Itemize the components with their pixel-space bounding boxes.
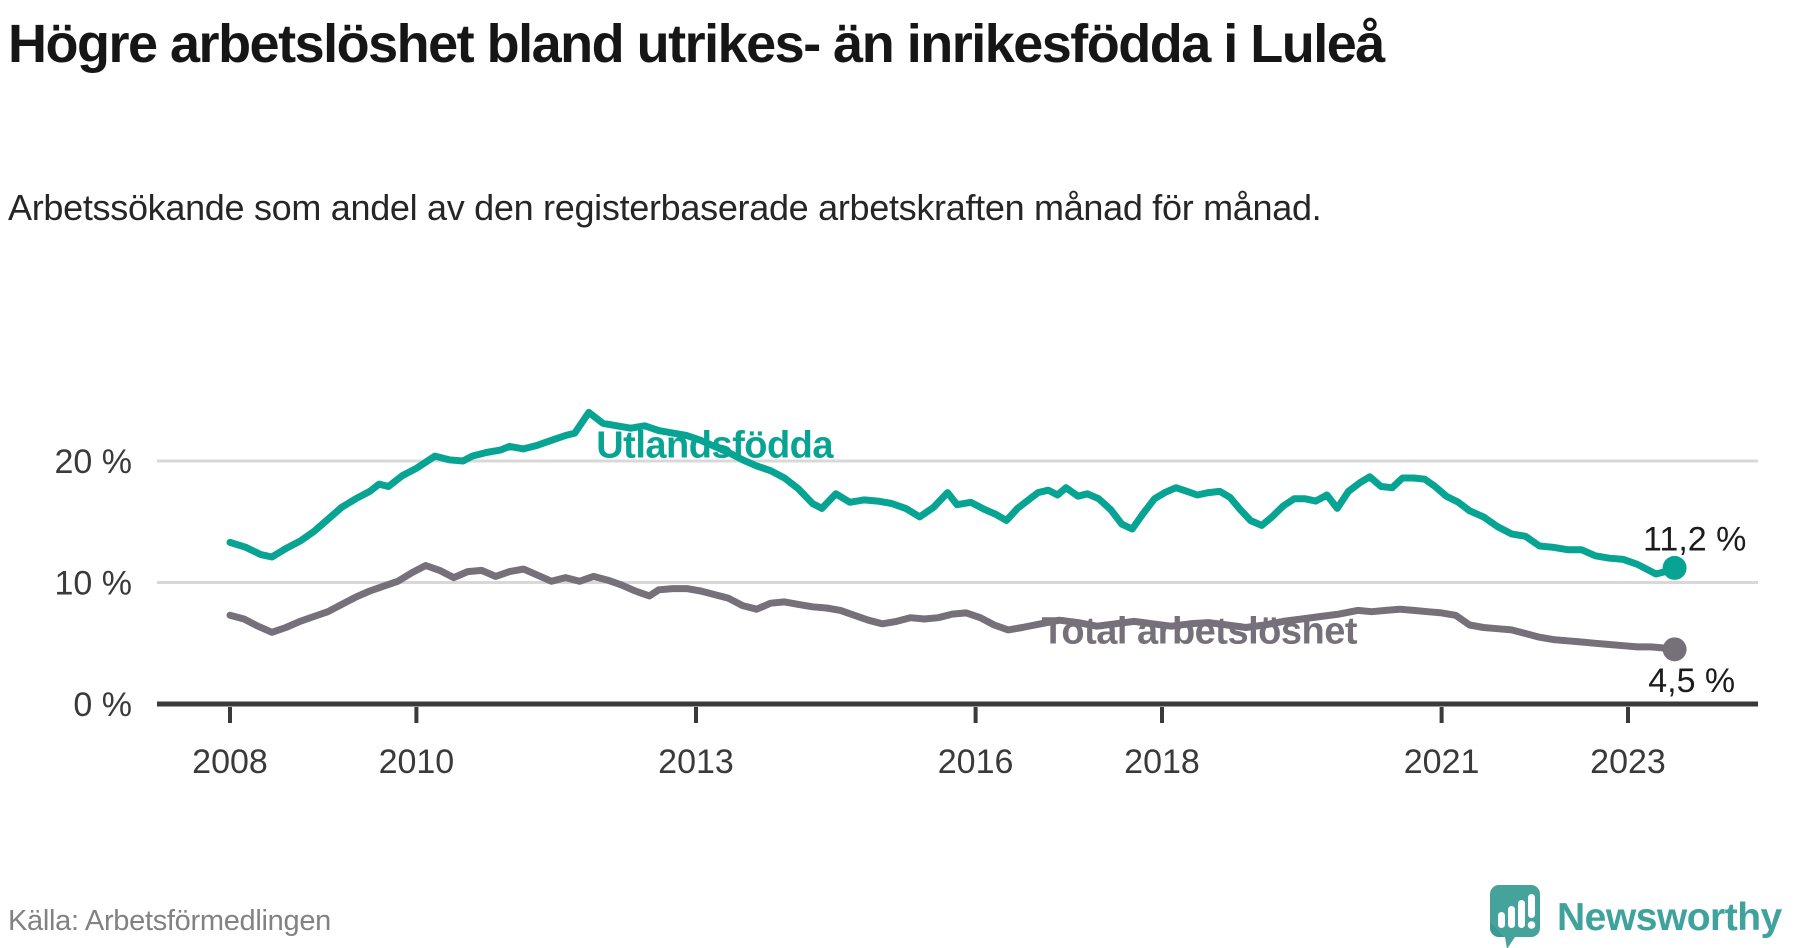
series-line-utlandsf-dda bbox=[226, 408, 1679, 578]
logo-exclamation-bar bbox=[1528, 894, 1535, 918]
page-title: Högre arbetslöshet bland utrikes- än inr… bbox=[8, 14, 1385, 74]
logo-bar-tall bbox=[1518, 900, 1525, 928]
x-tick-label: 2023 bbox=[1590, 743, 1666, 781]
series-value-label-total-arbetsl-shet: 4,5 % bbox=[1648, 662, 1735, 700]
newsworthy-logo: Newsworthy bbox=[1489, 884, 1782, 948]
x-tick-label: 2008 bbox=[192, 743, 268, 781]
x-tick-label: 2010 bbox=[379, 743, 455, 781]
logo-exclamation-dot bbox=[1527, 921, 1536, 929]
logo-bar-medium bbox=[1508, 906, 1515, 928]
y-tick-label: 10 % bbox=[55, 565, 133, 603]
series-value-label-utlandsf-dda: 11,2 % bbox=[1643, 520, 1746, 558]
series-end-dot-total-arbetsl-shet bbox=[1662, 637, 1687, 662]
x-tick-label: 2016 bbox=[938, 743, 1014, 781]
x-tick-label: 2021 bbox=[1404, 743, 1480, 781]
series-end-dot-utlandsf-dda bbox=[1662, 555, 1687, 580]
logo-bar-short bbox=[1498, 912, 1505, 928]
chart-subtitle: Arbetssökande som andel av den registerb… bbox=[8, 187, 1322, 228]
x-tick-label: 2018 bbox=[1124, 743, 1200, 781]
series-label-utlandsf-dda: Utlandsfödda bbox=[596, 424, 834, 466]
x-tick-label: 2013 bbox=[658, 743, 734, 781]
series-label-total-arbetsl-shet: Total arbetslöshet bbox=[1042, 610, 1358, 652]
newsworthy-wordmark: Newsworthy bbox=[1557, 895, 1782, 939]
source-note: Källa: Arbetsförmedlingen bbox=[8, 905, 331, 937]
y-tick-label: 20 % bbox=[55, 443, 133, 481]
newsworthy-logo-icon bbox=[1490, 885, 1540, 948]
y-tick-label: 0 % bbox=[73, 686, 132, 724]
series-line-total-arbetsl-shet bbox=[226, 562, 1679, 653]
